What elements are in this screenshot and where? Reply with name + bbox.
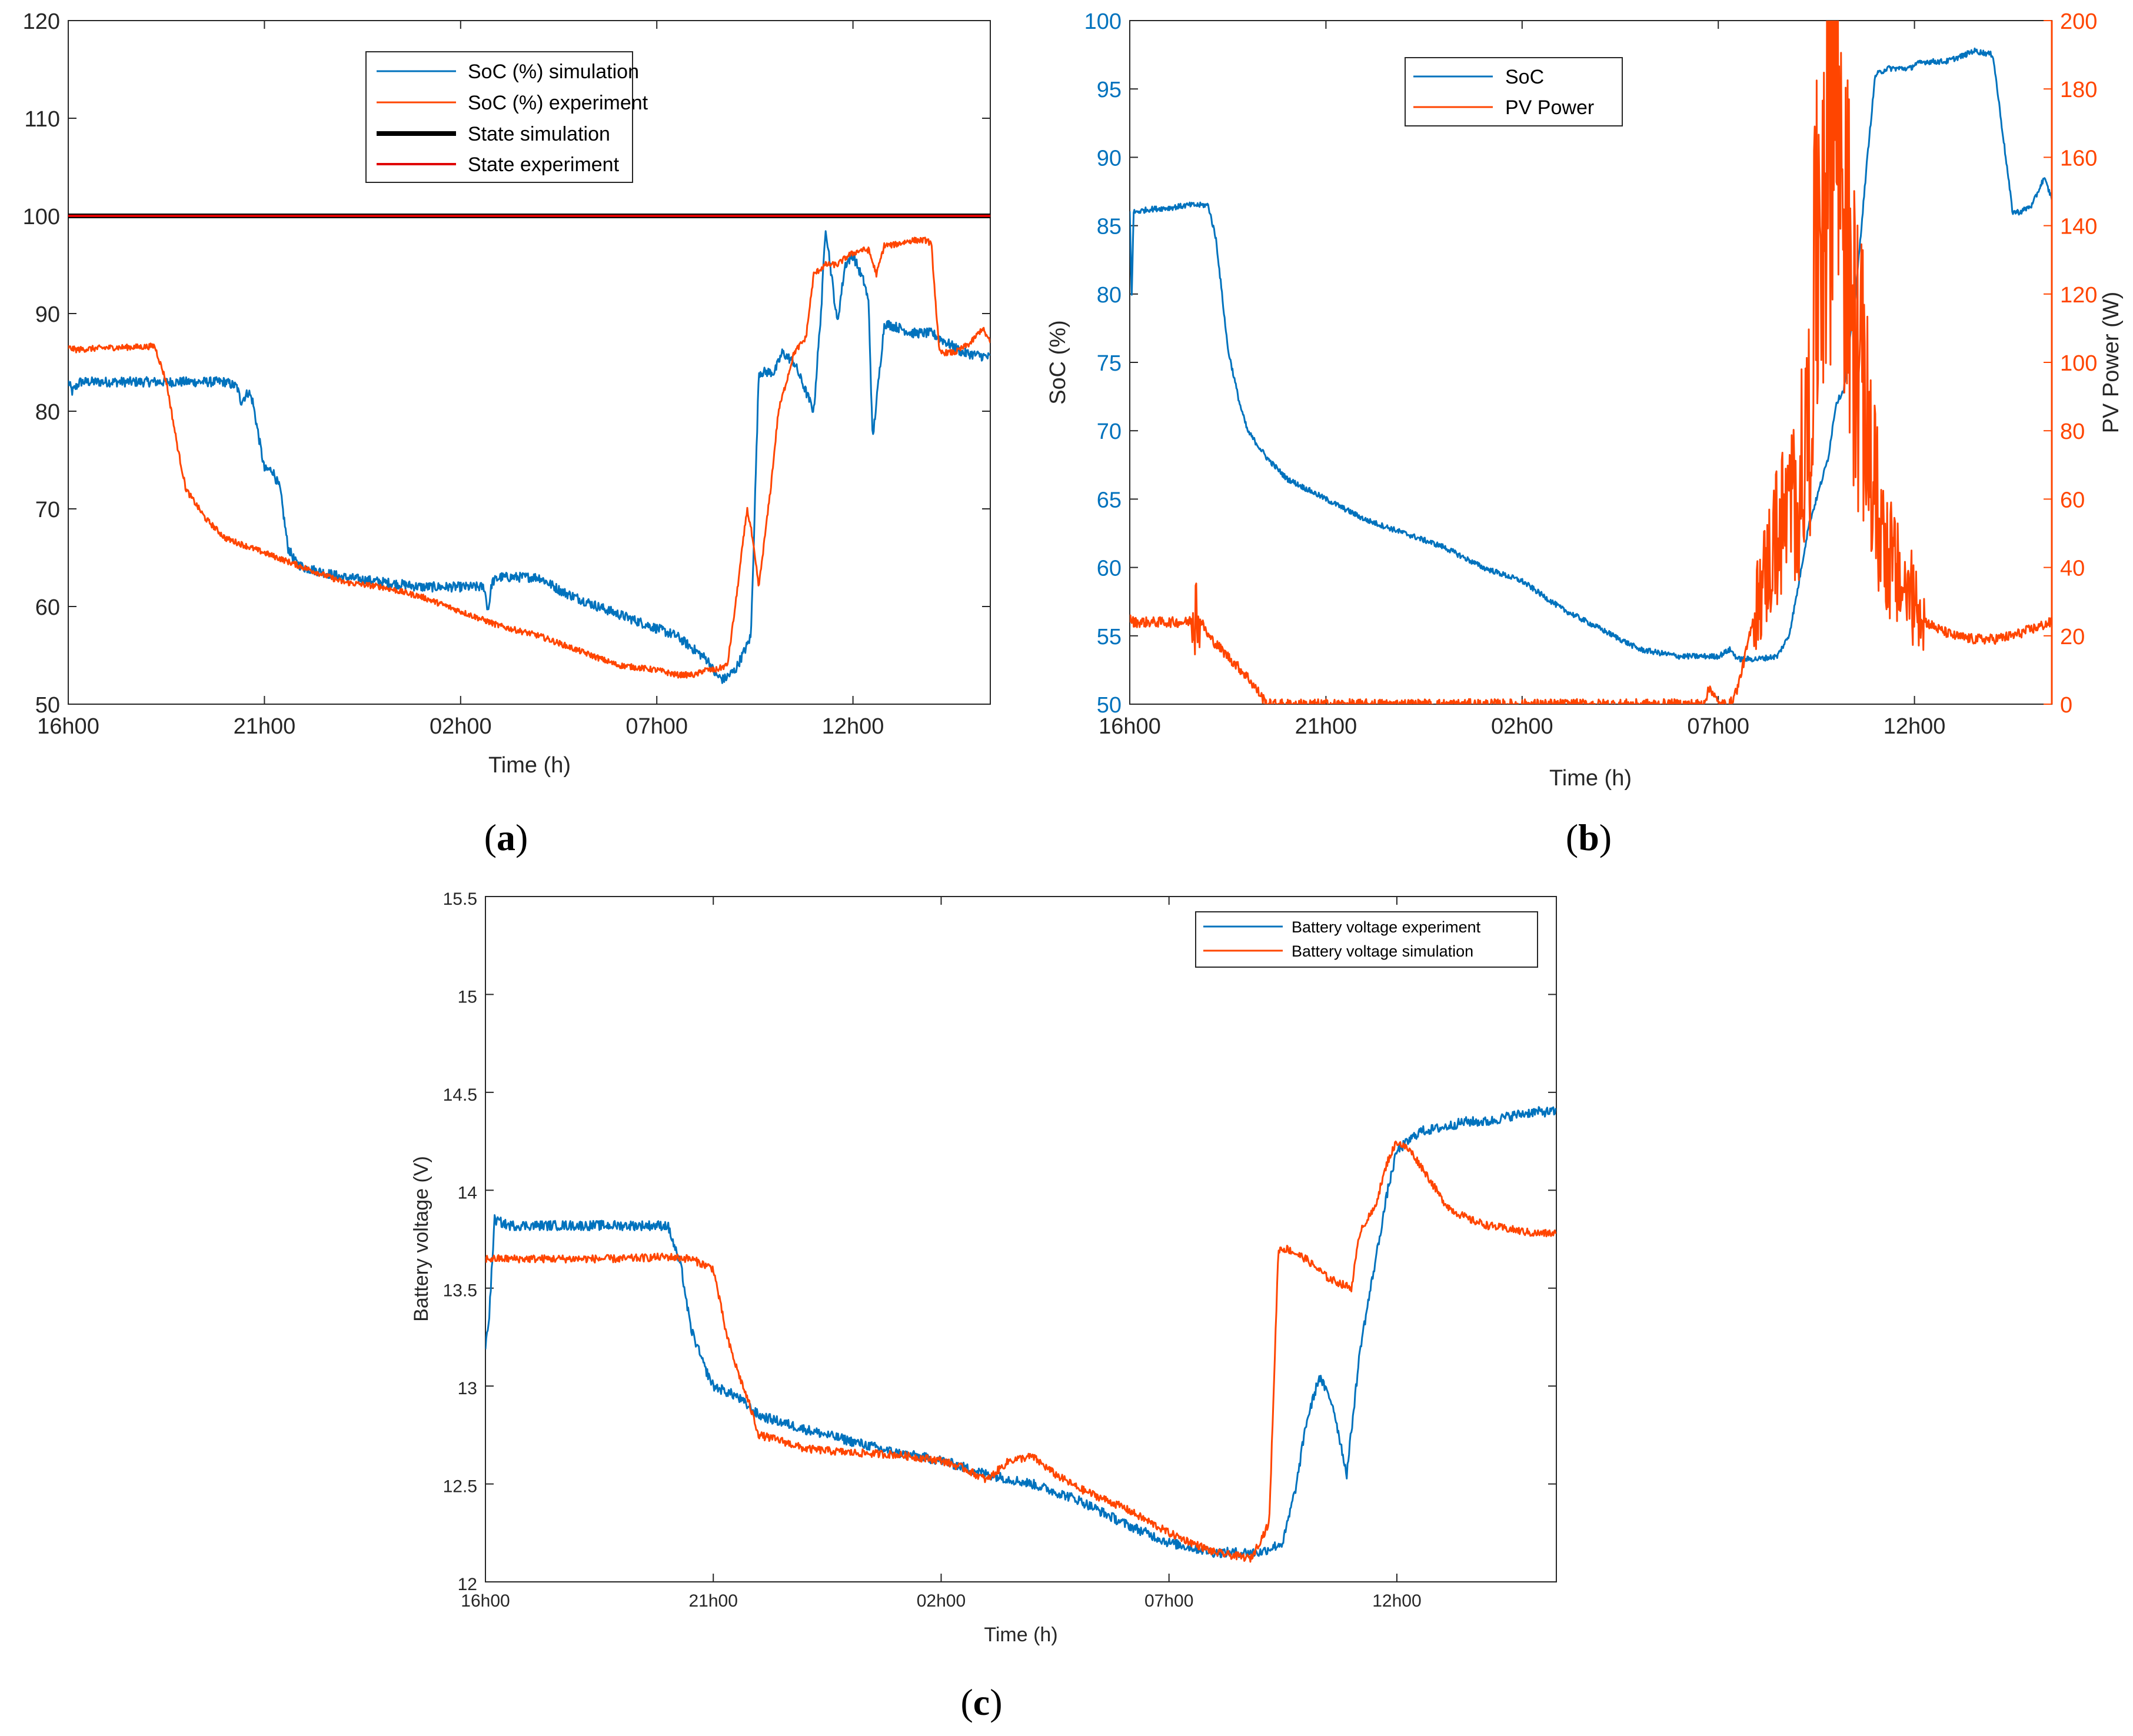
y-tick-label-c-5: 14.5 — [443, 1085, 477, 1105]
x-tick-label-a-1: 21h00 — [234, 714, 296, 739]
series-line-b-1 — [1130, 21, 2052, 704]
legend-entry-a-3: State experiment — [468, 154, 620, 176]
x-tick-label-a-0: 16h00 — [37, 714, 99, 739]
panel-label-b: (b) — [1566, 817, 1612, 858]
y-tick-label-b-7: 85 — [1097, 215, 1122, 239]
legend-a: SoC (%) simulation SoC (%) experiment St… — [365, 51, 648, 183]
y-tick-label-a-6: 110 — [24, 107, 60, 132]
y2-tick-label-b-2: 40 — [2060, 557, 2085, 581]
y-tick-label-a-5: 100 — [23, 205, 60, 229]
plot-area-c — [485, 896, 1557, 1582]
x-tick-label-c-3: 07h00 — [1144, 1591, 1193, 1611]
x-tick-label-c-4: 12h00 — [1372, 1591, 1421, 1611]
x-tick-label-b-0: 16h00 — [1099, 714, 1161, 739]
series-line-c-1 — [485, 1140, 1556, 1563]
y2-tick-label-b-5: 100 — [2060, 351, 2097, 376]
panel-label-c: (c) — [960, 1681, 1002, 1723]
y-tick-label-b-9: 95 — [1097, 78, 1122, 102]
y-tick-label-b-0: 50 — [1097, 693, 1122, 718]
x-tick-label-a-2: 02h00 — [430, 714, 492, 739]
y-tick-label-b-3: 65 — [1097, 488, 1122, 512]
x-axis-label-b: Time (h) — [1549, 766, 1632, 791]
y-tick-label-a-7: 120 — [23, 9, 60, 34]
legend-entry-b-0: SoC — [1505, 66, 1544, 88]
y-tick-label-c-4: 14 — [458, 1183, 477, 1202]
series-line-a-0 — [68, 230, 990, 684]
y2-tick-label-b-3: 60 — [2060, 488, 2085, 512]
x-tick-label-c-1: 21h00 — [689, 1591, 738, 1611]
y-tick-label-c-6: 15 — [458, 987, 477, 1007]
series-line-a-1 — [68, 236, 990, 679]
legend-entry-a-2: State simulation — [468, 123, 610, 145]
y-tick-label-a-2: 70 — [35, 498, 60, 522]
y-tick-label-c-3: 13.5 — [443, 1281, 477, 1301]
y2-tick-label-b-6: 120 — [2060, 283, 2097, 308]
x-tick-label-a-3: 07h00 — [625, 714, 688, 739]
y-axis-label-b: SoC (%) — [1046, 320, 1070, 405]
y2-tick-label-b-8: 160 — [2060, 146, 2097, 171]
x-axis-label-a: Time (h) — [488, 753, 571, 778]
chart-panel-b: 16h00 21h00 02h00 07h00 12h00 50 55 60 65 70 75 80 8… — [1046, 9, 2124, 858]
legend-entry-a-0: SoC (%) simulation — [468, 61, 639, 83]
y2-tick-label-b-9: 180 — [2060, 78, 2097, 102]
y2-tick-label-b-4: 80 — [2060, 419, 2085, 444]
y-tick-label-a-0: 50 — [35, 693, 60, 718]
y-tick-label-a-1: 60 — [35, 595, 60, 620]
y-tick-label-c-2: 13 — [458, 1379, 477, 1398]
y-tick-label-b-4: 70 — [1097, 419, 1122, 444]
x-tick-label-c-2: 02h00 — [917, 1591, 966, 1611]
x-tick-label-b-1: 21h00 — [1295, 714, 1357, 739]
y2-axis-label-b: PV Power (W) — [2099, 292, 2124, 434]
x-axis-label-c: Time (h) — [984, 1624, 1057, 1646]
panel-label-a: (a) — [484, 817, 528, 858]
chart-panel-c: 16h00 21h00 02h00 07h00 12h00 12 12.5 13 13.5 14 1… — [410, 889, 1557, 1723]
x-tick-label-c-0: 16h00 — [461, 1591, 510, 1611]
x-tick-label-b-2: 02h00 — [1491, 714, 1553, 739]
y2-tick-label-b-10: 200 — [2060, 9, 2097, 34]
y2-tick-label-b-7: 140 — [2060, 215, 2097, 239]
y-axis-label-c: Battery voltage (V) — [410, 1156, 432, 1322]
y-tick-label-c-1: 12.5 — [443, 1477, 477, 1497]
y-tick-label-b-6: 80 — [1097, 283, 1122, 308]
x-tick-label-a-4: 12h00 — [822, 714, 884, 739]
y-tick-label-c-7: 15.5 — [443, 889, 477, 909]
y-tick-label-b-1: 55 — [1097, 625, 1122, 649]
legend-b: SoC PV Power — [1405, 57, 1623, 126]
legend-entry-c-0: Battery voltage experiment — [1292, 918, 1481, 936]
legend-entry-c-1: Battery voltage simulation — [1292, 942, 1473, 960]
y2-tick-label-b-0: 0 — [2060, 693, 2072, 718]
legend-entry-a-1: SoC (%) experiment — [468, 92, 648, 114]
y-tick-label-b-2: 60 — [1097, 557, 1122, 581]
y2-tick-label-b-1: 20 — [2060, 625, 2085, 649]
x-tick-label-b-3: 07h00 — [1687, 714, 1749, 739]
y-tick-label-b-5: 75 — [1097, 351, 1122, 376]
y-tick-label-a-3: 80 — [35, 400, 60, 425]
series-line-b-0 — [1130, 47, 2052, 662]
y-tick-label-b-8: 90 — [1097, 146, 1122, 171]
legend-entry-b-1: PV Power — [1505, 96, 1594, 119]
series-line-c-0 — [485, 1106, 1556, 1558]
x-tick-label-b-4: 12h00 — [1884, 714, 1946, 739]
y-tick-label-c-0: 12 — [458, 1575, 477, 1594]
chart-panel-a: 16h00 21h00 02h00 07h00 12h00 50 60 70 80 90 100 11… — [23, 9, 991, 858]
y-tick-label-b-10: 100 — [1084, 9, 1122, 34]
y-tick-label-a-4: 90 — [35, 302, 60, 327]
legend-c: Battery voltage experiment Battery volta… — [1195, 911, 1538, 968]
